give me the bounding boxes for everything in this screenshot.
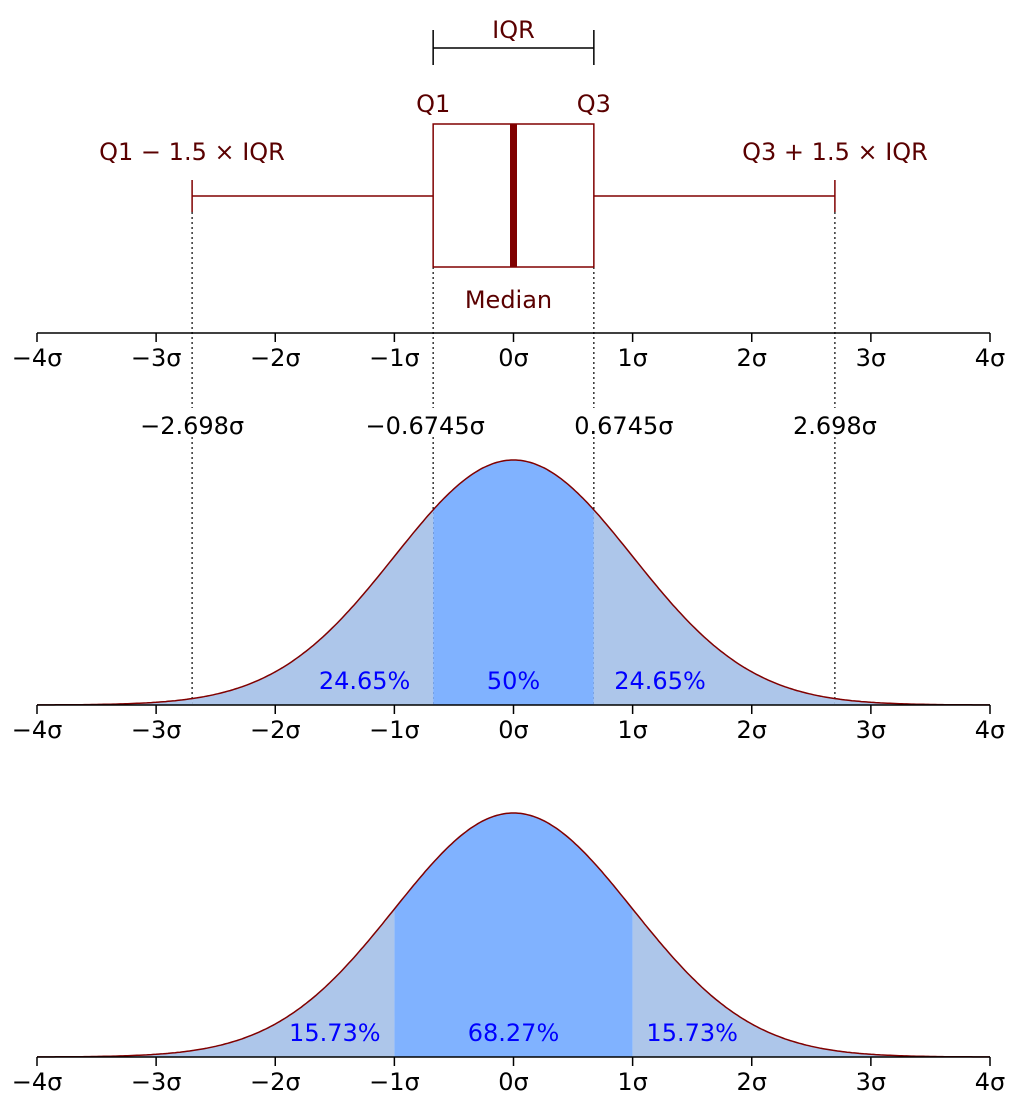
- quartile-pdf-right-tail-fill: [593, 509, 835, 705]
- sigma-pdf-tick-label: 2σ: [737, 1068, 767, 1096]
- boxplot-tick-label: −2σ: [250, 344, 301, 372]
- median-label: Median: [465, 286, 552, 314]
- lower-fence-label: Q1 − 1.5 × IQR: [99, 138, 285, 166]
- quartile-pdf-tick-label: −2σ: [250, 716, 301, 744]
- quartile-pdf-tick-label: −3σ: [131, 716, 182, 744]
- boxplot-tick-label: 2σ: [737, 344, 767, 372]
- sigma-pdf-tick-label: −4σ: [12, 1068, 63, 1096]
- marker-label-background: [130, 408, 255, 436]
- boxplot-tick-label: 3σ: [856, 344, 886, 372]
- quartile-pdf-tick-label: 3σ: [856, 716, 886, 744]
- quartile-pdf-outer-left-fill: [37, 698, 193, 705]
- quartile-pdf-tick-label: 0σ: [498, 716, 528, 744]
- sigma-pdf-right-tail-fill: [632, 909, 990, 1057]
- marker-label: −0.6745σ: [366, 412, 485, 440]
- quartile-pdf-percent-label: 24.65%: [319, 667, 411, 695]
- q3-label: Q3: [577, 90, 611, 118]
- quartile-pdf-tick-label: −1σ: [369, 716, 420, 744]
- quartile-pdf-tick-label: 4σ: [975, 716, 1005, 744]
- quartile-pdf-outer-right-fill: [834, 698, 990, 705]
- sigma-pdf-tick-label: 3σ: [856, 1068, 886, 1096]
- quartile-pdf-left-tail-fill: [192, 509, 434, 705]
- sigma-pdf-left-tail-fill: [37, 909, 395, 1057]
- upper-fence-label: Q3 + 1.5 × IQR: [742, 138, 928, 166]
- quartile-pdf-percent-label: 50%: [487, 667, 540, 695]
- boxplot-tick-label: −3σ: [131, 344, 182, 372]
- quartile-pdf-tick-label: −4σ: [12, 716, 63, 744]
- sigma-pdf-tick-label: 1σ: [617, 1068, 647, 1096]
- quartile-pdf-tick-label: 2σ: [737, 716, 767, 744]
- marker-label-background: [363, 408, 488, 436]
- sigma-pdf-tick-label: −2σ: [250, 1068, 301, 1096]
- boxplot-tick-label: −1σ: [369, 344, 420, 372]
- marker-label-background: [772, 408, 897, 436]
- marker-label-background: [561, 408, 686, 436]
- marker-label: 2.698σ: [793, 412, 877, 440]
- quartile-pdf-center-fill: [433, 460, 594, 705]
- quartile-pdf-percent-label: 24.65%: [614, 667, 706, 695]
- sigma-pdf-percent-label: 15.73%: [646, 1019, 738, 1047]
- sigma-pdf-center-fill: [394, 813, 633, 1057]
- iqr-label: IQR: [492, 16, 535, 44]
- sigma-pdf-tick-label: −3σ: [131, 1068, 182, 1096]
- sigma-pdf-density-curve: [37, 812, 990, 1058]
- boxplot-tick-label: 1σ: [617, 344, 647, 372]
- marker-label: 0.6745σ: [574, 412, 673, 440]
- boxplot-tick-label: 0σ: [498, 344, 528, 372]
- quartile-pdf-tick-label: 1σ: [617, 716, 647, 744]
- sigma-pdf-percent-label: 68.27%: [468, 1019, 560, 1047]
- quartile-pdf-density-curve: [37, 459, 990, 706]
- sigma-pdf-percent-label: 15.73%: [289, 1019, 381, 1047]
- boxplot-tick-label: 4σ: [975, 344, 1005, 372]
- sigma-pdf-tick-label: 0σ: [498, 1068, 528, 1096]
- marker-label: −2.698σ: [140, 412, 244, 440]
- boxplot-tick-label: −4σ: [12, 344, 63, 372]
- sigma-pdf-tick-label: 4σ: [975, 1068, 1005, 1096]
- sigma-pdf-tick-label: −1σ: [369, 1068, 420, 1096]
- q1-label: Q1: [416, 90, 450, 118]
